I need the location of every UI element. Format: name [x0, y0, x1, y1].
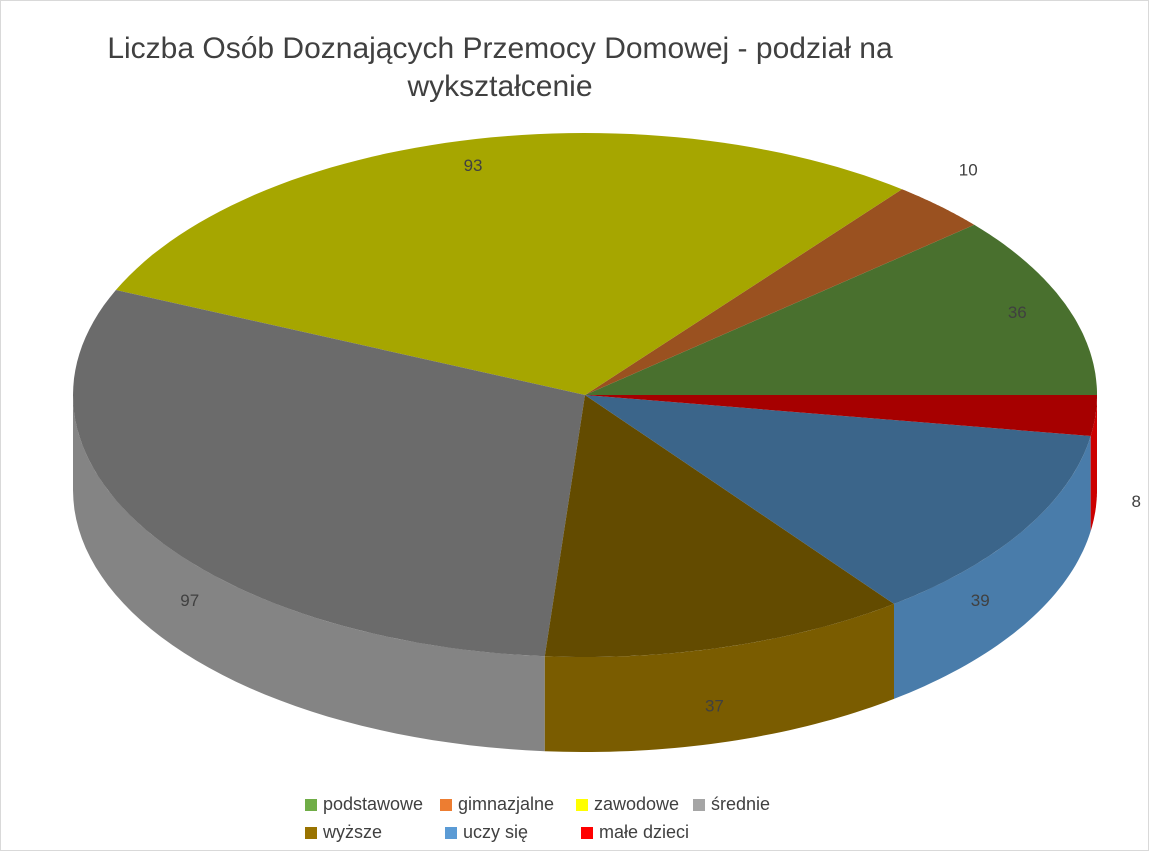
data-label: 93	[464, 156, 483, 175]
legend-label: gimnazjalne	[458, 794, 554, 814]
legend-swatch	[305, 827, 317, 839]
legend-label: średnie	[711, 794, 770, 814]
data-label: 10	[959, 161, 978, 180]
chart-title: Liczba Osób Doznających Przemocy Domowej…	[107, 32, 893, 103]
legend-swatch	[445, 827, 457, 839]
pie-slice	[73, 290, 585, 657]
pie-slice	[544, 395, 894, 657]
legend-swatch	[305, 799, 317, 811]
legend-swatch	[440, 799, 452, 811]
pie-slice	[585, 224, 1097, 395]
legend-label: podstawowe	[323, 794, 423, 814]
pie-slice	[585, 189, 975, 395]
legend-label: małe dzieci	[599, 822, 689, 842]
pie-slice	[585, 395, 1097, 436]
data-label: 39	[971, 591, 990, 610]
pie-slice	[585, 395, 1091, 604]
pie-slice	[115, 133, 902, 395]
data-label: 37	[705, 696, 724, 715]
pie-slice-side	[1090, 395, 1097, 531]
legend-swatch	[581, 827, 593, 839]
pie-slice-side	[73, 395, 545, 752]
legend-swatch	[576, 799, 588, 811]
data-label: 97	[180, 591, 199, 610]
data-label: 8	[1132, 492, 1141, 511]
legend-label: wyższe	[322, 822, 382, 842]
legend-label: zawodowe	[594, 794, 679, 814]
legend-swatch	[693, 799, 705, 811]
pie-slice-side	[544, 603, 894, 752]
data-label: 36	[1008, 303, 1027, 322]
legend-label: uczy się	[463, 822, 528, 842]
pie-slice-side	[894, 436, 1091, 699]
